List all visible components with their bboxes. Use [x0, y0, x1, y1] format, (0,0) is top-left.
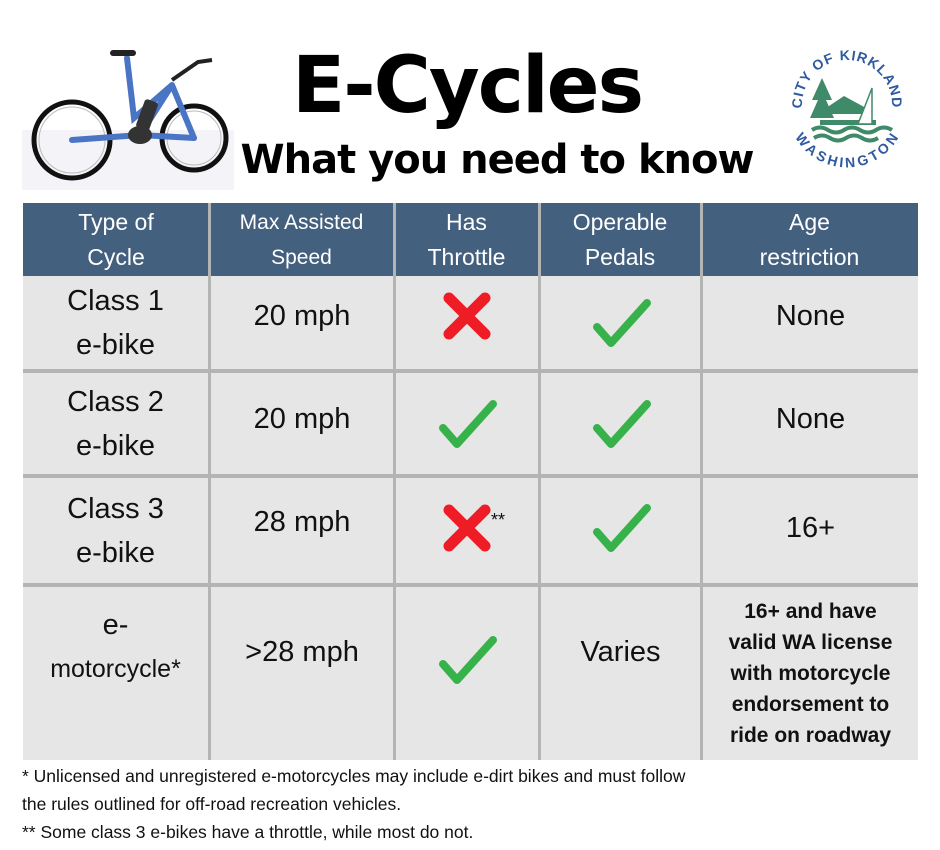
header-line: Cycle: [87, 243, 145, 270]
type-line: Class 1: [67, 284, 164, 317]
divider: [23, 583, 918, 587]
row1-speed: 20 mph: [253, 300, 351, 332]
divider: [23, 474, 918, 478]
page-title: E-Cycles: [291, 41, 644, 131]
e-bike-image: [22, 40, 234, 190]
type-line: e-bike: [75, 536, 155, 569]
age-line: endorsement to: [731, 693, 890, 716]
column-header-type: Type of Cycle: [23, 203, 209, 276]
row4-age: 16+ and have valid WA license with motor…: [703, 587, 918, 760]
row1-type: Class 1 e-bike: [23, 276, 208, 369]
age-line: valid WA license: [728, 631, 893, 654]
check-icon: [541, 373, 700, 474]
row4-pedals: Varies: [580, 636, 661, 668]
header-line: Speed: [271, 245, 332, 269]
type-line: e-: [102, 609, 129, 641]
check-icon: [396, 587, 538, 733]
type-line: e-bike: [75, 328, 155, 361]
city-of-kirkland-logo: CITY OF KIRKLAND WASHINGTON: [782, 40, 912, 171]
column-header-speed: Max Assisted Speed: [209, 203, 394, 276]
age-line: with motorcycle: [730, 662, 891, 685]
divider: [23, 369, 918, 373]
header-line: Operable: [572, 208, 668, 235]
header-line: Has: [446, 208, 487, 235]
header-line: restriction: [759, 243, 860, 270]
row4-speed: >28 mph: [245, 636, 359, 668]
e-cycles-comparison-table: Type of Cycle Max Assisted Speed Has Thrott…: [23, 203, 918, 760]
divider: [700, 203, 703, 760]
header-line: Max Assisted: [239, 210, 364, 234]
footnote-1-cont: the rules outlined for off-road recreati…: [22, 794, 402, 814]
row2-type: Class 2 e-bike: [23, 373, 208, 474]
check-icon: [541, 276, 700, 369]
age-line: 16+ and have: [744, 600, 877, 623]
row4-type: e-motorcycle*: [23, 587, 208, 707]
column-header-throttle: Has Throttle: [394, 203, 539, 276]
divider: [538, 203, 541, 760]
divider: [393, 203, 396, 760]
type-line: e-bike: [75, 429, 155, 462]
age-line: ride on roadway: [729, 724, 892, 747]
header-line: Throttle: [427, 243, 506, 270]
header-line: Type of: [78, 208, 154, 235]
footnote-1: * Unlicensed and unregistered e-motorcyc…: [22, 766, 686, 786]
type-line: Class 2: [67, 385, 164, 418]
column-header-pedals: Operable Pedals: [539, 203, 701, 276]
check-icon: [541, 478, 700, 578]
row1-age: None: [775, 300, 846, 332]
type-line: motorcycle*: [50, 655, 181, 683]
row3-type: Class 3 e-bike: [23, 478, 208, 583]
cross-icon: [396, 276, 538, 356]
page-subtitle: What you need to know: [240, 137, 755, 183]
row3-age: 16+: [785, 512, 836, 544]
cross-icon: **: [396, 478, 538, 578]
type-line: Class 3: [67, 492, 164, 525]
row3-speed: 28 mph: [253, 506, 351, 538]
header-line: Age: [789, 208, 830, 235]
column-header-age: Age restriction: [701, 203, 918, 276]
row2-age: None: [775, 403, 846, 435]
row2-speed: 20 mph: [253, 403, 351, 435]
throttle-footnote-marker: **: [491, 510, 506, 530]
check-icon: [396, 373, 538, 474]
header-line: Pedals: [584, 243, 656, 270]
footnotes: * Unlicensed and unregistered e-motorcyc…: [22, 762, 922, 846]
footnote-2: ** Some class 3 e-bikes have a throttle,…: [22, 822, 474, 842]
divider: [208, 203, 211, 760]
